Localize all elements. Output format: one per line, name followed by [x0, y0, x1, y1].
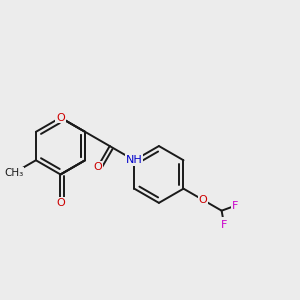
Text: O: O: [56, 198, 65, 208]
Text: F: F: [221, 220, 227, 230]
Text: O: O: [93, 162, 102, 172]
Text: NH: NH: [126, 155, 143, 165]
Text: CH₃: CH₃: [4, 168, 24, 178]
Text: O: O: [199, 195, 208, 205]
Text: O: O: [56, 112, 65, 123]
Text: F: F: [232, 201, 238, 211]
